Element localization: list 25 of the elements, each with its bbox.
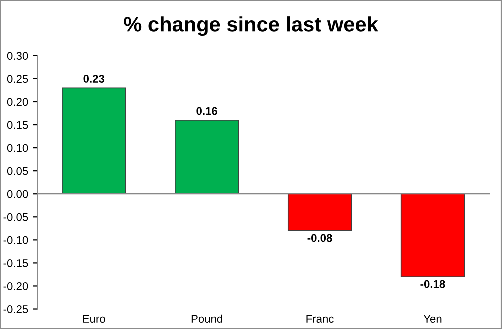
- bar: [175, 120, 240, 195]
- bar: [400, 194, 466, 278]
- y-tick-label: -0.25: [4, 306, 28, 314]
- data-label: -0.18: [420, 280, 446, 288]
- y-tick-label: -0.15: [4, 259, 28, 268]
- y-tick-label: 0.25: [7, 75, 28, 84]
- data-label: 0.23: [84, 75, 105, 83]
- y-tick-label: 0.30: [7, 52, 28, 60]
- y-tick-label: 0.20: [7, 98, 28, 106]
- data-label: -0.08: [308, 234, 332, 242]
- x-tick-label: Euro: [83, 315, 106, 323]
- y-tick-label: -0.05: [4, 213, 28, 222]
- y-tick-label: 0.15: [7, 121, 28, 130]
- y-tick-label: 0.10: [7, 144, 28, 152]
- bar: [62, 88, 126, 195]
- x-tick-label: Pound: [192, 314, 222, 323]
- y-tick-label: -0.10: [4, 236, 28, 244]
- x-tick-label: Franc: [306, 315, 334, 323]
- data-label: 0.16: [196, 107, 218, 116]
- y-tick-label: -0.20: [4, 282, 28, 290]
- chart-title: % change since last week: [124, 16, 378, 36]
- y-tick-label: 0.00: [7, 190, 28, 198]
- x-tick-label: Yen: [424, 315, 442, 323]
- y-tick-label: 0.05: [7, 167, 28, 176]
- bar: [288, 194, 352, 232]
